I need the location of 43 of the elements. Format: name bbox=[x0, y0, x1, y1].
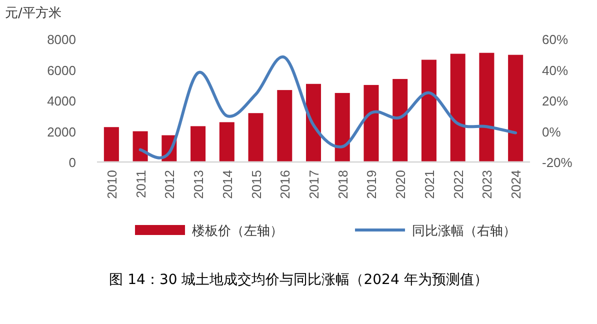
x-tick-label: 2021 bbox=[422, 170, 437, 199]
bar bbox=[334, 92, 350, 162]
x-tick-label: 2012 bbox=[162, 170, 178, 199]
bar bbox=[248, 113, 264, 162]
x-tick-label: 2023 bbox=[480, 170, 495, 199]
x-tick-label: 2013 bbox=[191, 170, 206, 199]
x-tick-label: 2022 bbox=[450, 170, 466, 199]
y-tick-label: 8000 bbox=[47, 32, 76, 47]
bar bbox=[277, 90, 292, 162]
x-tick-label: 2010 bbox=[104, 170, 120, 199]
y2-tick-label: -20% bbox=[542, 155, 573, 170]
bar bbox=[421, 60, 436, 162]
text: 图 14：30 城土地成交均价与同比涨幅（2024 年为预测值） bbox=[109, 272, 488, 288]
y-axis-title: 元/平方米 bbox=[5, 5, 62, 21]
x-tick-label: 2016 bbox=[278, 170, 293, 199]
y-tick-label: 0 bbox=[68, 155, 76, 170]
bar bbox=[364, 84, 379, 162]
y2-tick-label: 0% bbox=[542, 124, 562, 140]
x-tick-label: 2015 bbox=[248, 170, 264, 199]
x-tick-label: 2017 bbox=[306, 170, 322, 199]
y-tick-label: 4000 bbox=[47, 94, 76, 108]
bar bbox=[392, 78, 408, 162]
bar bbox=[479, 52, 494, 162]
legend-label: 同比涨幅（右轴） bbox=[412, 224, 516, 239]
y-tick-label: 2000 bbox=[47, 124, 76, 140]
x-tick-label: 2024 bbox=[508, 170, 524, 199]
x-tick-label: 2018 bbox=[335, 170, 350, 199]
y-tick-label: 6000 bbox=[47, 62, 76, 78]
legend-label: 楼板价（左轴） bbox=[192, 224, 283, 239]
x-tick-label: 2019 bbox=[364, 170, 380, 199]
y2-tick-label: 20% bbox=[542, 94, 568, 108]
x-tick-label: 2020 bbox=[393, 170, 408, 199]
y2-tick-label: 40% bbox=[542, 62, 568, 78]
bar bbox=[104, 127, 119, 162]
x-tick-label: 2011 bbox=[133, 170, 148, 198]
y2-tick-label: 60% bbox=[542, 32, 568, 47]
bar bbox=[190, 126, 206, 162]
bar bbox=[132, 131, 148, 162]
x-tick-label: 2014 bbox=[220, 170, 235, 199]
bar bbox=[306, 84, 322, 162]
bar bbox=[508, 54, 524, 162]
bar bbox=[219, 122, 234, 162]
bar bbox=[450, 54, 466, 162]
